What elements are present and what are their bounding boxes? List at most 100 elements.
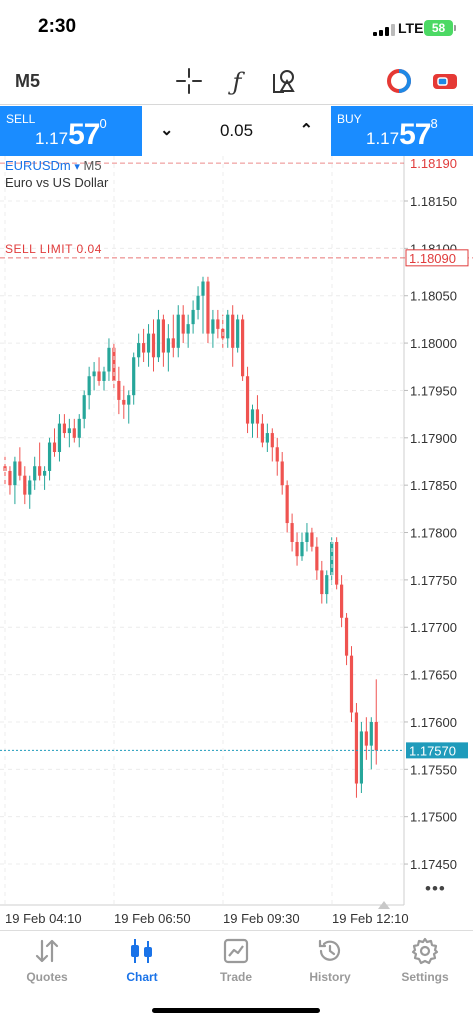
candle-body	[137, 343, 141, 358]
candle-body	[52, 442, 57, 453]
y-tick-label: 1.17600	[410, 715, 457, 730]
candle-body	[122, 399, 126, 405]
price-level-label: 1.18190	[410, 156, 457, 171]
candle-body	[43, 470, 47, 476]
candle-body	[201, 281, 205, 296]
indicators-icon[interactable]: ƒ	[222, 66, 252, 96]
candle-body	[344, 617, 349, 656]
one-click-trading-icon[interactable]	[384, 66, 414, 96]
candle-body	[33, 466, 37, 481]
candle-body	[102, 371, 106, 381]
chevron-up-icon[interactable]: ⌃	[299, 122, 313, 139]
y-tick-label: 1.17550	[410, 762, 457, 777]
buy-price: 1.17578	[366, 116, 438, 151]
sell-limit-price-label: 1.18090	[409, 251, 456, 266]
home-indicator	[152, 1008, 320, 1013]
candle-body	[23, 475, 27, 495]
tab-history[interactable]: History	[283, 935, 377, 991]
tab-chart-label: Chart	[126, 970, 158, 984]
candle-body	[166, 338, 170, 353]
chevron-down-icon[interactable]: ⌄	[160, 122, 174, 139]
candle-body	[265, 433, 269, 443]
battery-tip	[454, 25, 456, 31]
candle-body	[260, 423, 264, 443]
y-tick-label: 1.17900	[410, 431, 457, 446]
y-tick-label: 1.18150	[410, 194, 457, 209]
y-tick-label: 1.17950	[410, 383, 457, 398]
y-tick-label: 1.18000	[410, 336, 457, 351]
y-tick-label: 1.17750	[410, 573, 457, 588]
sell-limit-order-label[interactable]: SELL LIMIT 0.04	[5, 242, 102, 256]
candle-body	[171, 338, 175, 348]
status-bar: 2:30 LTE 58	[0, 0, 473, 58]
tab-trade-label: Trade	[219, 970, 252, 984]
candle-body	[28, 480, 32, 495]
candle-body	[206, 281, 210, 334]
crosshair-icon[interactable]	[174, 66, 204, 96]
x-tick-label: 19 Feb 04:10	[5, 911, 82, 926]
symbol-name[interactable]: EURUSDm	[5, 158, 71, 173]
candle-body	[82, 395, 86, 419]
candle-body	[310, 532, 314, 547]
candle-body	[67, 428, 71, 434]
candle-body	[231, 314, 235, 348]
symbol-description: Euro vs US Dollar	[5, 175, 109, 190]
candle-body	[349, 655, 354, 713]
candle-body	[62, 423, 66, 434]
candle-body	[151, 333, 156, 358]
buy-button[interactable]: BUY 1.17578	[331, 106, 473, 156]
settings-icon	[411, 937, 439, 965]
candle-body	[13, 461, 17, 486]
candle-body	[142, 343, 146, 353]
tab-quotes-label: Quotes	[26, 970, 68, 984]
candle-body	[57, 423, 62, 453]
more-icon[interactable]: •••	[425, 879, 446, 898]
candle-body	[156, 319, 161, 358]
candlestick-chart[interactable]: 1.181501.181001.180501.180001.179501.179…	[0, 156, 473, 930]
tab-chart[interactable]: Chart	[95, 935, 189, 991]
tab-quotes[interactable]: Quotes	[0, 935, 94, 991]
y-tick-label: 1.17800	[410, 526, 457, 541]
candle-body	[87, 376, 91, 396]
candle-body	[216, 319, 220, 329]
candle-body	[325, 575, 329, 595]
x-tick-label: 19 Feb 12:10	[332, 911, 409, 926]
tab-settings[interactable]: Settings	[378, 935, 472, 991]
toggle-trade-panel-icon[interactable]	[430, 66, 460, 96]
tab-history-label: History	[309, 970, 351, 984]
price-chart[interactable]: 1.18150 1.18100 1.18050 1.18000 1.17950 1.179…	[0, 156, 473, 930]
lot-stepper: ⌄ 0.05 ⌃	[142, 106, 331, 156]
candle-body	[226, 314, 230, 339]
tab-trade[interactable]: Trade	[189, 935, 283, 991]
network-type: LTE	[398, 20, 424, 36]
sell-button[interactable]: SELL 1.17570	[0, 106, 142, 156]
battery-icon: 58	[424, 20, 453, 36]
chart-toolbar: M5 ƒ	[0, 58, 473, 104]
x-tick-label: 19 Feb 09:30	[223, 911, 300, 926]
candle-body	[176, 314, 180, 348]
chart-timeframe: M5	[83, 158, 102, 173]
candle-body	[146, 333, 151, 353]
one-click-trade-panel: SELL 1.17570 ⌄ 0.05 ⌃ BUY 1.17578	[0, 104, 473, 156]
candle-body	[305, 532, 309, 542]
chart-shift-marker	[378, 901, 390, 909]
candle-body	[191, 309, 195, 325]
symbol-dropdown-icon[interactable]: ▾	[74, 161, 80, 173]
trade-icon	[223, 938, 249, 964]
candle-body	[77, 418, 81, 438]
objects-icon[interactable]	[270, 66, 300, 96]
timeframe-button[interactable]: M5	[15, 71, 41, 91]
svg-text:ƒ: ƒ	[228, 68, 246, 96]
candle-body	[320, 570, 324, 595]
chart-symbol[interactable]: EURUSDm ▾ M5	[5, 158, 102, 173]
candle-body	[340, 584, 344, 618]
candle-body	[295, 541, 299, 557]
candle-body	[161, 319, 165, 353]
status-time: 2:30	[38, 16, 77, 37]
candle-body	[275, 447, 279, 462]
sell-limit-price-box	[405, 249, 469, 267]
candle-body	[285, 485, 289, 524]
candle-body	[359, 731, 363, 784]
lot-value[interactable]: 0.05	[219, 121, 254, 140]
candle-body	[117, 380, 121, 400]
